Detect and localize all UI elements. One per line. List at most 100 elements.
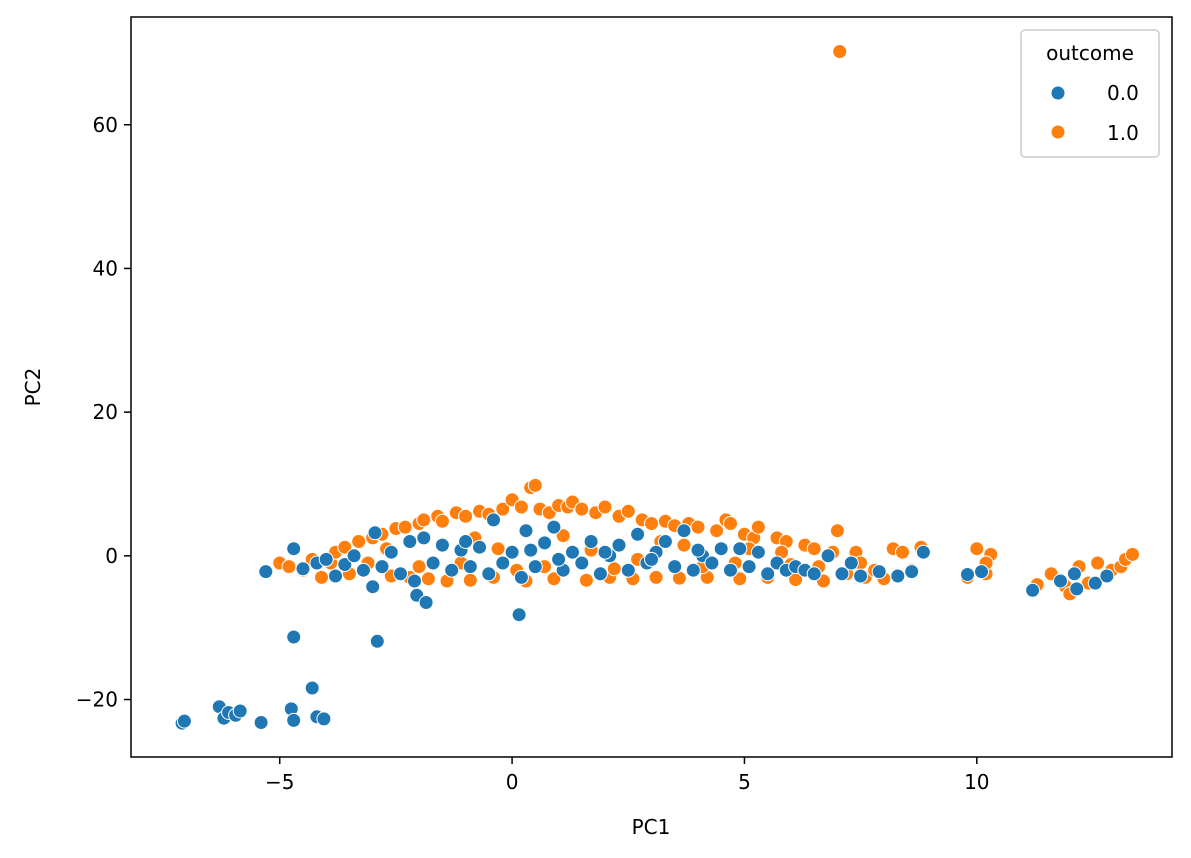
point-0_0-7: [253, 715, 269, 730]
x-axis-title: PC1: [632, 815, 671, 839]
point-1_0-73: [829, 523, 845, 539]
x-tick-label-0: −5: [265, 770, 294, 794]
point-0_0-63: [676, 523, 692, 539]
point-1_0-111: [411, 559, 427, 575]
point-0_0-36: [434, 537, 450, 553]
point-0_0-24: [355, 562, 371, 578]
point-0_0-67: [713, 541, 729, 557]
point-1_0-81: [895, 544, 910, 560]
point-1_0-70: [806, 541, 822, 557]
point-0_0-26: [367, 525, 383, 541]
point-0_0-78: [820, 548, 836, 564]
point-0_0-57: [620, 562, 636, 578]
y-axis-title: PC2: [21, 368, 45, 407]
point-1_0-18: [416, 512, 432, 528]
point-0_0-49: [546, 519, 562, 535]
plot-area: [131, 17, 1172, 757]
point-1_0-41: [574, 501, 590, 517]
point-0_0-25: [365, 579, 381, 595]
point-1_0-44: [597, 499, 613, 515]
point-0_0-97: [597, 544, 613, 560]
point-1_0-42: [578, 572, 594, 588]
point-0_0-30: [402, 534, 418, 549]
point-0_0-64: [685, 562, 701, 578]
point-1_0-47: [620, 503, 636, 519]
point-1_0-60: [723, 516, 738, 531]
point-0_0-41: [481, 566, 497, 582]
y-tick-label-0: −20: [76, 688, 118, 712]
legend: outcome 0.0 1.0: [1020, 29, 1160, 158]
point-1_0-21: [434, 513, 450, 529]
x-tick-label-1: 0: [506, 770, 519, 794]
y-tick-label-4: 60: [93, 113, 118, 137]
point-0_0-96: [551, 551, 567, 567]
point-1_0-61: [732, 571, 748, 587]
point-0_0-1: [176, 713, 192, 729]
legend-marker-0-0: [1051, 86, 1065, 100]
point-0_0-54: [592, 566, 608, 582]
point-0_0-33: [418, 595, 434, 610]
point-0_0-27: [374, 559, 390, 575]
point-0_0-85: [915, 544, 931, 560]
point-0_0-84: [904, 564, 920, 580]
point-0_0-37: [444, 562, 460, 578]
point-0_0-23: [346, 548, 362, 564]
point-1_0-101: [490, 541, 506, 557]
point-1_0-29: [495, 501, 511, 517]
legend-label-1-0: 1.0: [1107, 121, 1139, 145]
point-0_0-71: [750, 544, 766, 560]
point-0_0-34: [416, 530, 432, 546]
axes-frame: [130, 16, 1173, 758]
point-0_0-98: [644, 551, 659, 567]
point-0_0-51: [565, 544, 580, 560]
y-tick-label-1: 0: [105, 544, 118, 568]
scatter-points: [174, 44, 1140, 731]
point-0_0-39: [462, 559, 478, 575]
legend-title: outcome: [1046, 41, 1134, 65]
point-1_0-51: [648, 569, 664, 585]
point-1_0-31: [513, 499, 529, 515]
y-tick-label-3: 40: [93, 256, 118, 280]
point-0_0-22: [337, 557, 353, 572]
point-0_0-16: [258, 564, 274, 580]
point-0_0-12: [316, 711, 332, 727]
y-axis-ticks: −20 0 20 40 60: [76, 113, 131, 712]
point-1_0-4: [314, 569, 329, 585]
point-1_0-24: [458, 508, 474, 524]
point-0_0-68: [723, 562, 738, 578]
point-0_0-58: [630, 526, 646, 542]
point-1_0-37: [546, 571, 562, 587]
point-0_0-52: [574, 555, 590, 571]
point-0_0-20: [318, 551, 334, 567]
point-0_0-53: [583, 534, 599, 549]
point-0_0-29: [393, 566, 408, 582]
point-0_0-70: [741, 559, 757, 575]
point-0_0-80: [843, 555, 859, 571]
point-0_0-31: [407, 573, 422, 589]
point-1_0-115: [606, 561, 622, 577]
y-tick-label-2: 20: [93, 400, 118, 424]
point-0_0-79: [834, 566, 850, 582]
point-1_0-58: [709, 523, 725, 539]
point-0_0-46: [518, 523, 534, 539]
point-0_0-82: [871, 564, 887, 580]
x-axis-ticks: −5 0 5 10: [265, 757, 990, 794]
point-0_0-88: [1025, 582, 1041, 598]
legend-box: [1020, 29, 1160, 158]
point-0_0-13: [286, 629, 302, 645]
point-0_0-87: [974, 564, 989, 580]
point-0_0-10: [304, 680, 320, 696]
point-0_0-45: [513, 569, 529, 585]
point-1_0-74: [832, 44, 848, 59]
point-0_0-99: [690, 542, 706, 558]
point-0_0-17: [286, 541, 302, 557]
point-1_0-56: [690, 519, 706, 535]
point-1_0-9: [351, 534, 367, 549]
point-1_0-50: [644, 516, 659, 531]
point-0_0-86: [960, 567, 975, 582]
point-0_0-21: [328, 568, 343, 584]
point-0_0-77: [806, 566, 822, 582]
point-1_0-105: [676, 537, 692, 553]
point-1_0-85: [969, 541, 985, 557]
